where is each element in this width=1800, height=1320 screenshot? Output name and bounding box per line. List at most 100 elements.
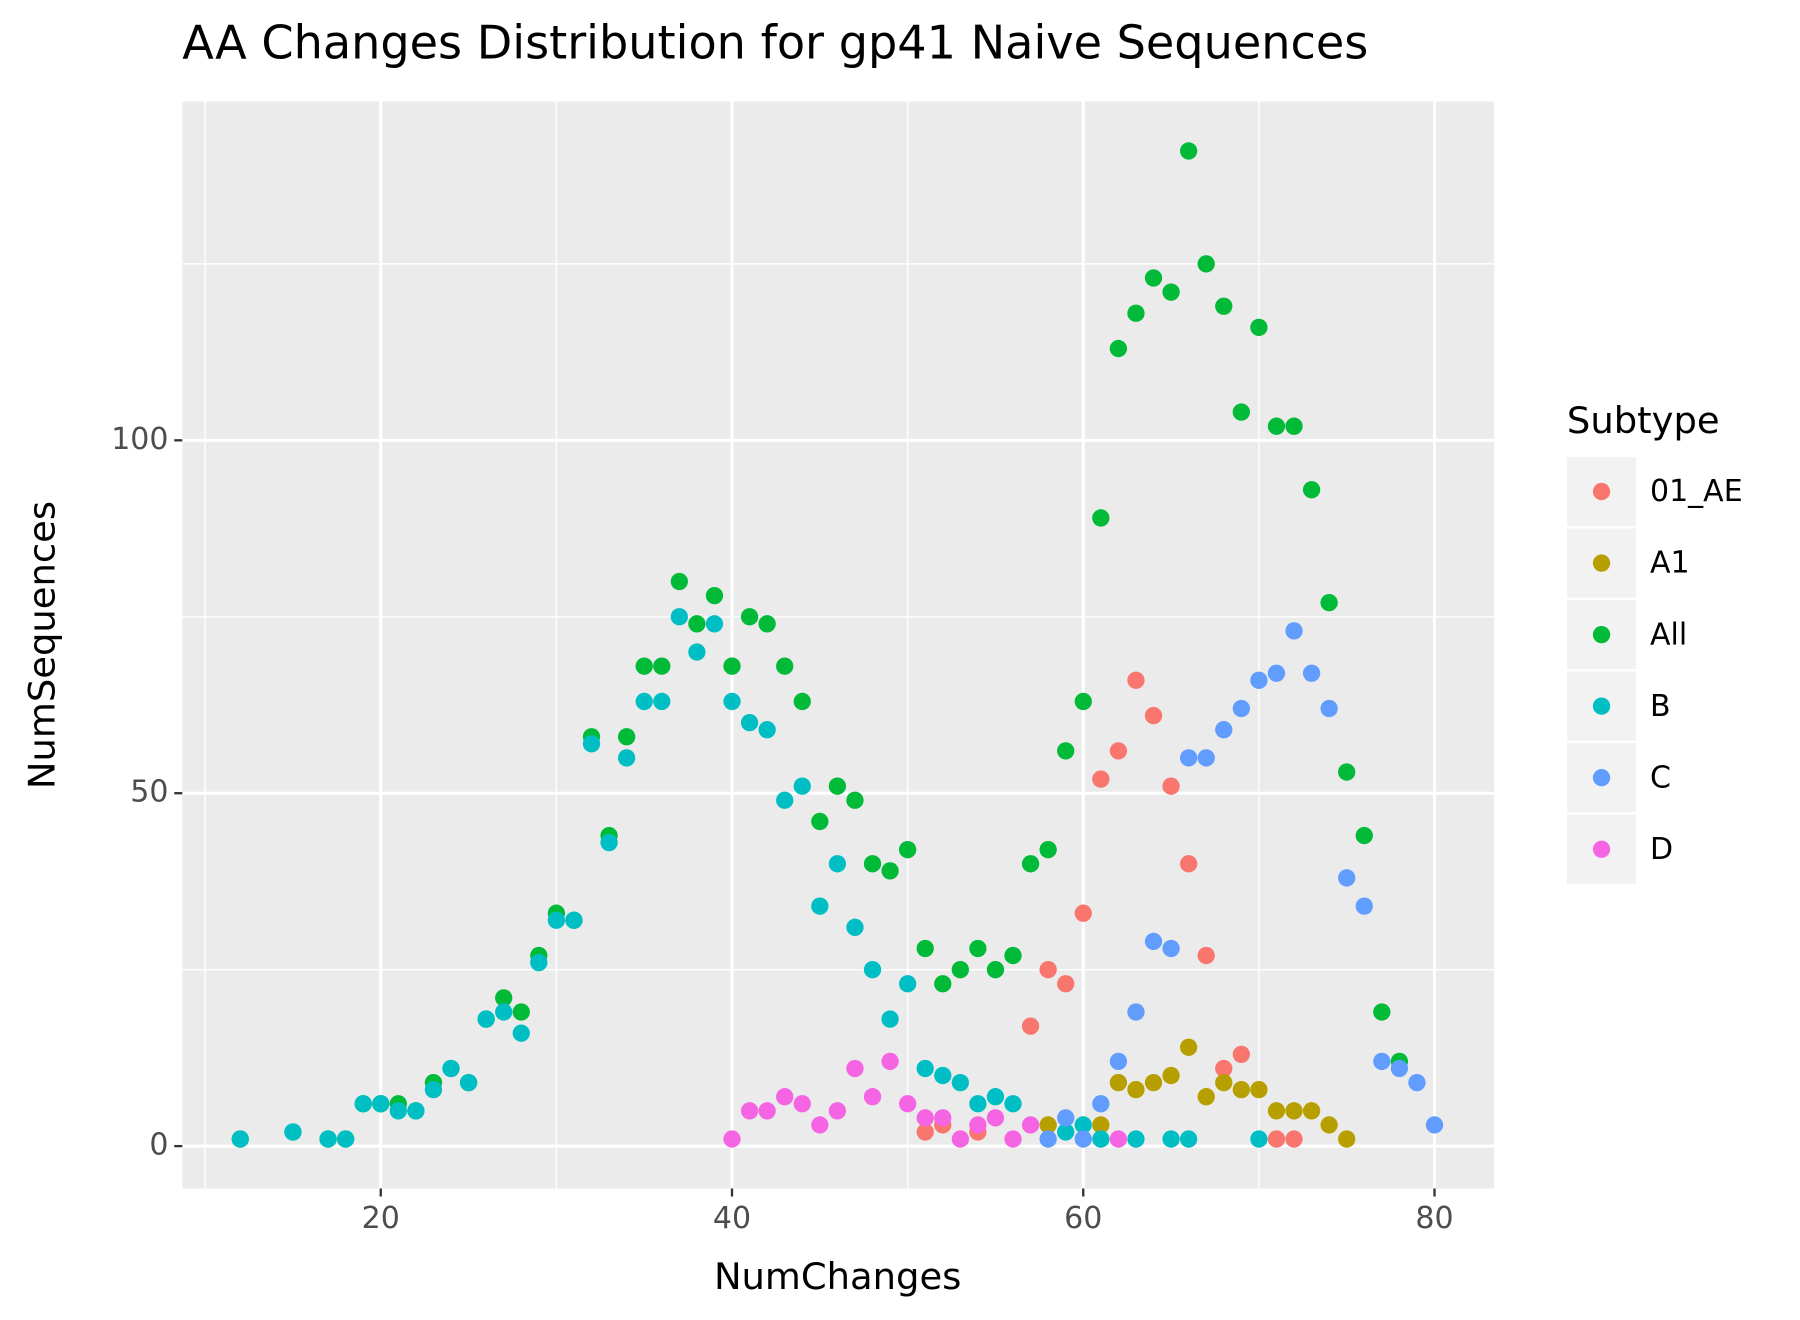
point — [969, 1095, 987, 1113]
point — [530, 953, 548, 972]
legend-swatch — [1592, 697, 1611, 715]
point — [600, 833, 618, 852]
legend-title: Subtype — [1567, 399, 1720, 442]
point — [1127, 1130, 1145, 1148]
point — [740, 713, 759, 732]
point — [1267, 1102, 1286, 1120]
point — [1004, 1095, 1022, 1113]
point — [319, 1130, 337, 1148]
point — [1021, 1017, 1040, 1035]
legend-swatch — [1592, 625, 1611, 644]
chart-title: AA Changes Distribution for gp41 Naive S… — [182, 16, 1368, 70]
point — [688, 615, 706, 633]
point — [1338, 1130, 1356, 1148]
point — [459, 1073, 478, 1092]
point — [1232, 699, 1250, 718]
point — [1179, 855, 1198, 873]
point — [916, 1059, 934, 1078]
point — [1302, 664, 1321, 682]
point — [512, 1024, 530, 1042]
point — [1267, 664, 1286, 682]
point — [1162, 777, 1180, 795]
legend-swatch — [1592, 554, 1611, 572]
series-points — [723, 1052, 1128, 1148]
point — [1004, 946, 1022, 965]
point — [1285, 622, 1303, 640]
point — [1144, 706, 1163, 725]
point — [1179, 1130, 1198, 1148]
point — [1039, 1116, 1057, 1134]
point — [1162, 1066, 1180, 1085]
point — [512, 1003, 530, 1021]
point — [1197, 946, 1215, 965]
point — [758, 721, 776, 739]
series-points — [1039, 622, 1444, 1148]
point — [969, 939, 987, 958]
plot-panel — [182, 101, 1495, 1189]
point — [1109, 1052, 1128, 1071]
legend-label: B — [1650, 689, 1671, 724]
point — [1074, 904, 1092, 922]
point — [776, 791, 794, 809]
x-tick-label: 20 — [362, 1201, 400, 1236]
point — [846, 791, 864, 809]
point — [740, 608, 759, 626]
point — [1092, 1130, 1110, 1148]
point — [442, 1059, 460, 1078]
point — [1109, 339, 1128, 358]
point — [1021, 1116, 1040, 1134]
point — [934, 975, 952, 993]
x-tick-label: 60 — [1064, 1201, 1102, 1236]
legend-label: A1 — [1650, 546, 1690, 581]
series-points — [231, 142, 1409, 1148]
point — [1302, 1102, 1321, 1120]
point — [846, 1059, 864, 1078]
point — [1057, 1123, 1075, 1141]
point — [986, 961, 1005, 979]
point — [1267, 1130, 1286, 1148]
point — [1162, 1130, 1180, 1148]
point — [1338, 869, 1356, 887]
point — [1057, 1109, 1075, 1127]
legend-swatch — [1592, 769, 1611, 787]
point — [811, 812, 829, 831]
legend-label: C — [1650, 760, 1671, 795]
point — [1232, 403, 1250, 421]
point — [670, 608, 688, 626]
point — [547, 911, 566, 929]
point — [1215, 1073, 1233, 1092]
point — [495, 989, 513, 1007]
point — [1232, 1080, 1250, 1099]
point — [934, 1066, 952, 1085]
point — [1074, 692, 1092, 711]
point — [1408, 1073, 1426, 1092]
point — [1302, 481, 1321, 499]
point — [723, 692, 741, 711]
point — [1232, 1045, 1250, 1064]
point — [495, 1003, 513, 1021]
point — [635, 692, 653, 711]
series-points — [1039, 1038, 1356, 1148]
point — [1338, 763, 1356, 781]
point — [1267, 417, 1286, 435]
point — [1320, 593, 1338, 612]
point — [916, 939, 934, 958]
point — [705, 615, 724, 633]
point — [1109, 1073, 1128, 1092]
point — [565, 911, 583, 929]
point — [828, 777, 847, 795]
point — [1144, 932, 1163, 951]
point — [582, 735, 601, 753]
point — [1127, 304, 1145, 322]
point — [846, 918, 864, 936]
point — [1109, 742, 1128, 760]
point — [916, 1123, 934, 1141]
point — [372, 1095, 390, 1113]
point — [986, 1109, 1005, 1127]
point — [389, 1102, 407, 1120]
point — [477, 1010, 495, 1028]
point — [1039, 961, 1057, 979]
point — [1373, 1052, 1391, 1071]
point — [723, 1130, 741, 1148]
point — [1320, 699, 1338, 718]
